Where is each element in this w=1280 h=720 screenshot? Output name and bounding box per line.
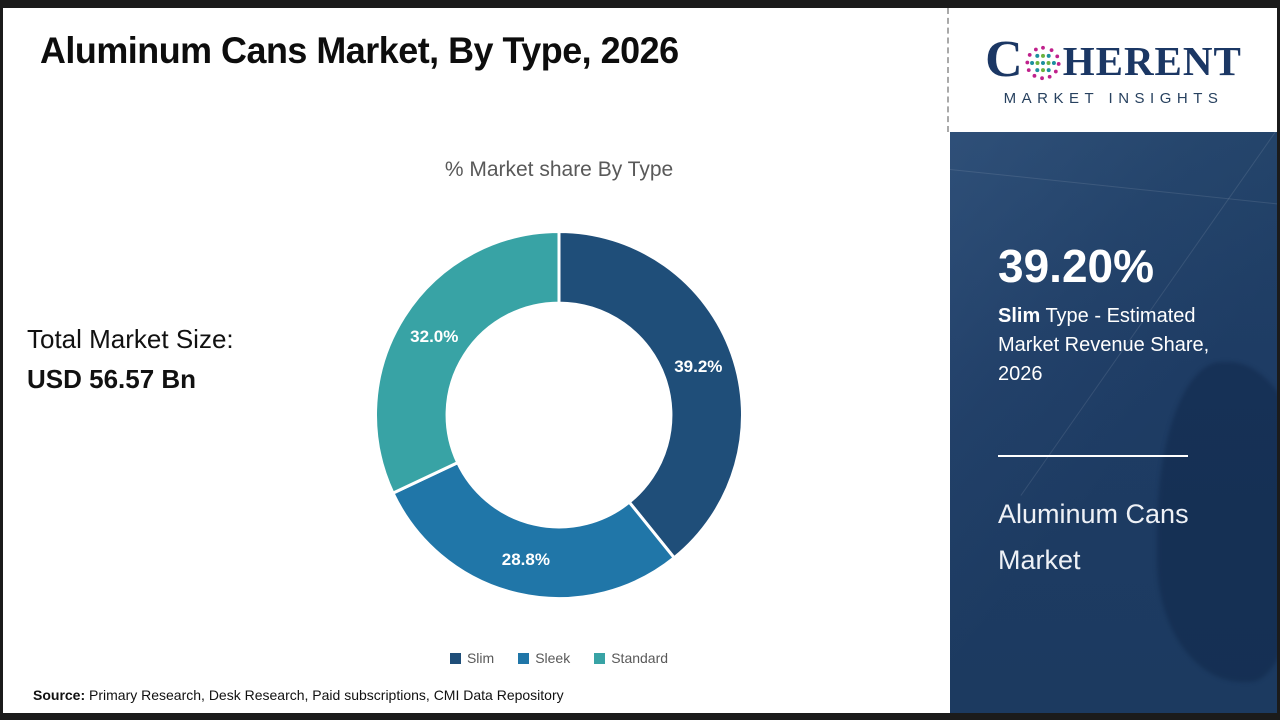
chart-legend: Slim Sleek Standard — [319, 650, 799, 666]
legend-item-sleek: Sleek — [518, 650, 570, 666]
donut-segment-slim — [557, 230, 744, 560]
logo-wordmark-rest: HERENT — [1062, 38, 1242, 84]
logo-wordmark: C — [985, 30, 1242, 88]
dotted-globe-icon — [1025, 45, 1061, 80]
sidebar-divider — [998, 454, 1188, 457]
highlight-sidebar: 39.20% Slim Type - Estimated Market Reve… — [950, 132, 1277, 713]
infographic-canvas: Aluminum Cans Market, By Type, 2026 C — [3, 8, 1277, 713]
legend-marker-sleek — [518, 652, 530, 664]
donut-segment-label-sleek: 28.8% — [502, 550, 550, 569]
source-note: Source: Primary Research, Desk Research,… — [33, 687, 564, 703]
donut-segment-label-standard: 32.0% — [410, 327, 458, 346]
logo-letter-c: C — [985, 30, 1023, 88]
logo-subtitle: MARKET INSIGHTS — [1003, 89, 1224, 107]
sidebar-stat-description: Slim Type - Estimated Market Revenue Sha… — [998, 302, 1236, 389]
source-text: Primary Research, Desk Research, Paid su… — [85, 687, 564, 703]
page-title: Aluminum Cans Market, By Type, 2026 — [40, 30, 679, 71]
brand-logo: C — [950, 8, 1277, 132]
total-market-size-block: Total Market Size: USD 56.57 Bn — [27, 324, 234, 395]
legend-label-standard: Standard — [611, 650, 669, 666]
sidebar-stat-rest: Type - Estimated Market Revenue Share, 2… — [998, 304, 1210, 385]
total-market-size-label: Total Market Size: — [27, 324, 234, 354]
sidebar-stat-category: Slim — [998, 304, 1041, 327]
dashed-separator — [947, 8, 949, 132]
donut-segment-label-slim: 39.2% — [674, 357, 722, 376]
legend-label-sleek: Sleek — [535, 650, 571, 666]
legend-marker-standard — [594, 652, 606, 664]
legend-marker-slim — [449, 652, 461, 664]
legend-item-slim: Slim — [449, 650, 495, 666]
donut-segment-standard — [374, 230, 561, 495]
donut-segment-sleek — [391, 461, 676, 600]
source-label: Source: — [33, 687, 86, 703]
legend-label-slim: Slim — [466, 650, 495, 666]
sidebar-market-name: Aluminum Cans Market — [998, 498, 1189, 575]
legend-item-standard: Standard — [594, 650, 668, 666]
total-market-size-value: USD 56.57 Bn — [27, 364, 197, 394]
chart-title: % Market share By Type — [444, 158, 674, 181]
sidebar-stat-value: 39.20% — [998, 240, 1155, 292]
map-texture — [1157, 362, 1277, 682]
donut-chart: 39.2% 28.8% 32.0% — [374, 230, 744, 600]
